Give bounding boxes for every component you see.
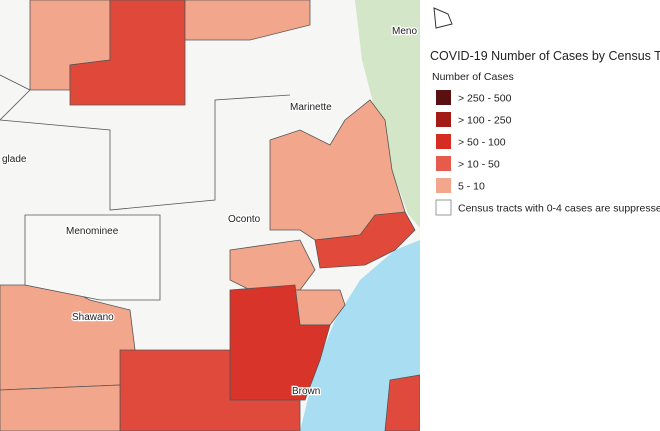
legend-swatch <box>436 112 451 127</box>
legend-label: > 250 - 500 <box>458 93 512 105</box>
boundary <box>0 74 291 211</box>
map-label: glade <box>2 154 27 165</box>
tract <box>384 374 421 431</box>
legend-subtitle: Number of Cases <box>432 71 514 83</box>
legend-swatch <box>436 156 451 171</box>
legend-icon <box>433 7 453 29</box>
legend-background <box>420 0 660 431</box>
map-label: Brown <box>292 386 320 397</box>
legend-swatch <box>436 90 451 105</box>
tract <box>314 211 416 269</box>
tract <box>69 0 186 106</box>
map <box>0 0 421 431</box>
legend-swatch <box>436 178 451 193</box>
legend-label: > 100 - 250 <box>458 115 512 127</box>
legend: COVID-19 Number of Cases by Census Tract… <box>420 0 660 431</box>
map-label: Oconto <box>228 214 261 225</box>
legend-items: > 250 - 500 > 100 - 250 > 50 - 100 > 10 - 5… <box>435 90 660 216</box>
map-label: Marinette <box>290 102 332 113</box>
map-labels: Marinette Oconto Menominee Shawano Brown glad… <box>1 25 419 399</box>
tract <box>184 0 311 41</box>
land-green <box>355 0 420 228</box>
legend-label: > 10 - 50 <box>458 159 500 171</box>
legend-label: > 50 - 100 <box>458 137 506 149</box>
legend-swatch <box>436 134 451 149</box>
legend-swatch <box>435 199 452 216</box>
legend-title: COVID-19 Number of Cases by Census Tract <box>430 49 660 63</box>
tract <box>119 349 301 431</box>
tract <box>24 214 161 301</box>
legend-label: 5 - 10 <box>458 181 485 193</box>
legend-label: Census tracts with 0-4 cases are suppres… <box>458 203 660 215</box>
map-label: Menominee <box>66 226 119 237</box>
tract <box>0 384 121 431</box>
map-label: Shawano <box>72 312 114 323</box>
tract <box>269 99 406 241</box>
map-label: Meno <box>392 26 417 37</box>
